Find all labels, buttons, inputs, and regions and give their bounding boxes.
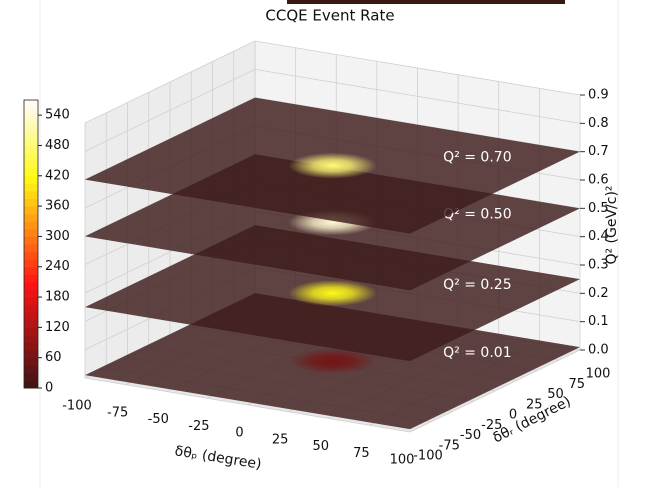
layer-label: Q² = 0.25	[443, 277, 511, 293]
colorbar-band	[24, 213, 38, 222]
colorbar-band	[24, 251, 38, 260]
colorbar-tick-label: 480	[45, 138, 70, 153]
x-tick-label: 25	[272, 432, 289, 447]
y-tick-label: 0	[509, 408, 517, 423]
colorbar-band	[24, 137, 38, 146]
x-axis-label: δθₚ (degree)	[174, 443, 263, 473]
peak	[288, 152, 377, 179]
colorbar-band	[24, 372, 38, 381]
colorbar-band	[24, 100, 38, 109]
z-tick-label: 0.3	[588, 258, 609, 273]
y-tick-label: 100	[586, 367, 611, 382]
colorbar-band	[24, 297, 38, 306]
colorbar-band	[24, 365, 38, 374]
colorbar-band	[24, 342, 38, 351]
colorbar-frame	[23, 99, 39, 389]
colorbar-band	[24, 236, 38, 245]
colorbar-band	[24, 145, 38, 154]
cropped-figure-edge	[287, 0, 565, 4]
colorbar-band	[24, 244, 38, 253]
z-tick-label: 0.2	[588, 286, 609, 301]
colorbar-band	[24, 380, 38, 389]
layer-label: Q² = 0.70	[443, 150, 511, 166]
colorbar-band	[24, 175, 38, 184]
colorbar-tick-label: 180	[45, 290, 70, 305]
colorbar-band	[24, 304, 38, 313]
colorbar-band	[24, 107, 38, 116]
colorbar-tick-label: 540	[45, 108, 70, 123]
colorbar-tick-label: 420	[45, 168, 70, 183]
x-tick-label: 100	[390, 453, 415, 468]
colorbar-band	[24, 350, 38, 359]
x-tick-label: 75	[353, 446, 370, 461]
y-tick-label: -25	[481, 418, 502, 433]
colorbar-tick-label: 60	[45, 350, 62, 365]
x-tick-label: 0	[235, 426, 243, 441]
colorbar-band	[24, 289, 38, 298]
colorbar-tick-label: 120	[45, 320, 70, 335]
colorbar-band	[24, 190, 38, 200]
colorbar-band	[24, 130, 38, 139]
colorbar-band	[24, 168, 38, 177]
chart-title: CCQE Event Rate	[265, 7, 394, 25]
colorbar-band	[24, 122, 38, 131]
z-tick-label: 0.4	[588, 229, 609, 244]
colorbar-band	[24, 334, 38, 344]
layer-label: Q² = 0.50	[443, 206, 511, 222]
colorbar-band	[24, 281, 38, 290]
colorbar-band	[24, 153, 38, 162]
z-tick-label: 0.7	[588, 144, 609, 159]
colorbar-band	[24, 327, 38, 336]
z-tick-label: 0.0	[588, 343, 609, 358]
grid-line	[84, 377, 411, 433]
y-tick-label: 25	[526, 397, 543, 412]
grid-line	[84, 40, 256, 124]
layer-label: Q² = 0.01	[443, 345, 511, 361]
colorbar-band	[24, 319, 38, 328]
colorbar-tick-label: 300	[45, 229, 70, 244]
x-tick-label: -100	[62, 399, 92, 414]
z-tick-label: 0.6	[588, 173, 609, 188]
grid-line	[254, 68, 581, 124]
colorbar-band	[24, 259, 38, 268]
x-tick-label: -25	[188, 419, 209, 434]
colorbar-band	[24, 198, 38, 207]
grid-line	[84, 68, 256, 152]
colorbar-tick-label: 360	[45, 199, 70, 214]
y-tick-label: -100	[413, 449, 443, 464]
colorbar-band	[24, 274, 38, 283]
colorbar-band	[24, 312, 38, 321]
z-axis-label: Q² (GeV/c)²	[604, 185, 620, 264]
peak	[288, 348, 377, 375]
z-tick-label: 0.8	[588, 116, 609, 131]
x-tick-label: -50	[148, 412, 169, 427]
peak	[288, 280, 377, 307]
y-tick-label: 50	[547, 387, 564, 402]
colorbar-band	[24, 206, 38, 215]
colorbar-band	[24, 115, 38, 124]
colorbar-band	[24, 357, 38, 366]
colorbar-band	[24, 160, 38, 169]
colorbar-tick-label: 240	[45, 259, 70, 274]
z-tick-label: 0.5	[588, 201, 609, 216]
z-tick-label: 0.1	[588, 314, 609, 329]
colorbar-band	[24, 183, 38, 192]
z-tick-label: 0.9	[588, 88, 609, 103]
colorbar-band	[24, 221, 38, 230]
colorbar-band	[24, 228, 38, 237]
grid-line	[254, 40, 581, 96]
y-tick-label: -75	[439, 438, 460, 453]
x-tick-label: 50	[312, 439, 329, 454]
colorbar-tick-label: 0	[45, 381, 53, 396]
y-tick-label: 75	[568, 377, 585, 392]
y-tick-label: -50	[460, 428, 481, 443]
colorbar-band	[24, 266, 38, 275]
x-tick-label: -75	[107, 405, 128, 420]
